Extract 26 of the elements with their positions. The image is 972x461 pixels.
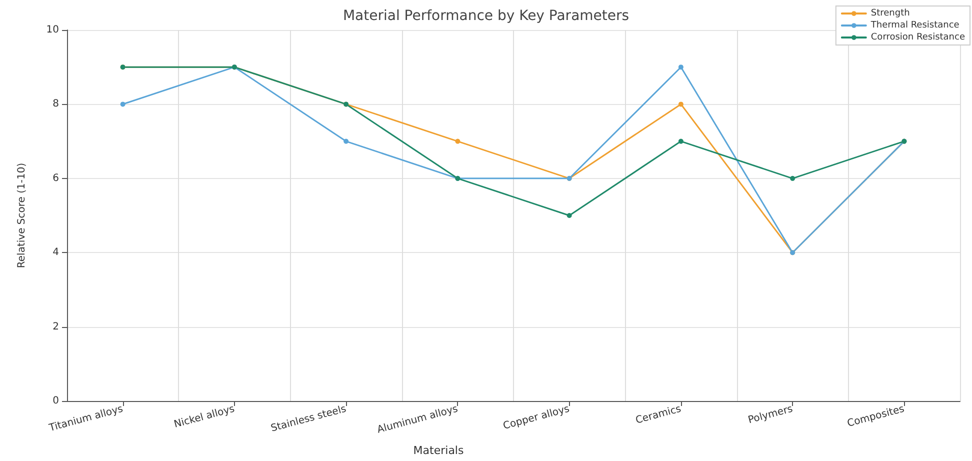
point <box>678 64 684 70</box>
y-tick-label: 0 <box>52 396 59 406</box>
point <box>344 138 349 144</box>
chart-title: Material Performance by Key Parameters <box>342 8 630 24</box>
x-tick-label: Copper alloys <box>502 404 571 432</box>
legend-label: Corrosion Resistance <box>870 32 966 42</box>
y-tick-label: 2 <box>52 321 59 332</box>
x-tick-label: Ceramics <box>634 404 682 426</box>
point <box>455 138 460 144</box>
y-tick-label: 8 <box>52 98 59 110</box>
legend-label: Thermal Resistance <box>870 20 960 30</box>
y-axis-title: Relative Score (1-10) <box>16 162 28 268</box>
point <box>790 176 796 181</box>
point <box>678 102 684 107</box>
point <box>678 138 684 144</box>
x-tick-label: Nickel alloys <box>172 404 236 430</box>
y-tick-label: 6 <box>52 172 59 184</box>
y-tick-label: 4 <box>52 247 59 258</box>
x-tick-label: Stainless steels <box>270 404 348 434</box>
y-tick-label: 10 <box>46 24 59 36</box>
point <box>566 213 572 218</box>
legend-label: Strength <box>870 8 910 18</box>
x-tick-label: Polymers <box>746 404 794 426</box>
point <box>120 102 126 107</box>
x-tick-label: Titanium alloys <box>47 404 124 434</box>
x-axis-title: Materials <box>413 444 464 457</box>
